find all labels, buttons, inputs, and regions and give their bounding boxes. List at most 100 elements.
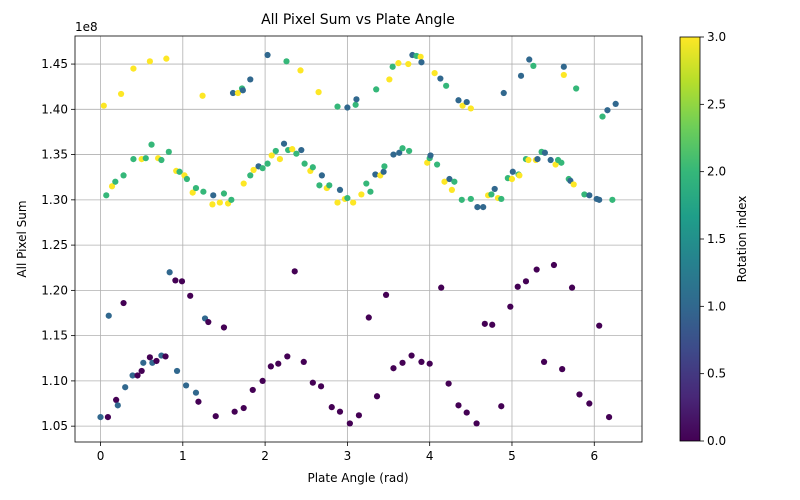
- y-axis: 1.05 1.10 1.15 1.20 1.25 1.30 1.35 1.40 1.45: [41, 57, 75, 433]
- data-point: [559, 366, 566, 373]
- data-point: [424, 159, 431, 166]
- data-point: [358, 191, 365, 198]
- data-points: [97, 51, 619, 427]
- data-point: [216, 199, 223, 206]
- y-tick-label: 1.10: [41, 374, 68, 388]
- y-tick-label: 1.15: [41, 329, 68, 343]
- data-point: [178, 278, 186, 285]
- x-axis: 0 1 2 3 4 5 6: [97, 442, 598, 463]
- data-point: [105, 312, 112, 319]
- data-point: [280, 140, 288, 147]
- data-point: [560, 63, 567, 70]
- chart-title: All Pixel Sum vs Plate Angle: [261, 12, 455, 28]
- y-tick-label: 1.35: [41, 148, 68, 162]
- data-point: [162, 353, 169, 360]
- data-point: [373, 393, 381, 400]
- data-point: [381, 163, 388, 170]
- data-point: [599, 113, 606, 120]
- data-point: [443, 82, 450, 89]
- data-point: [130, 65, 137, 72]
- data-point: [455, 402, 462, 409]
- data-point: [209, 201, 216, 208]
- y-tick-label: 1.45: [41, 57, 68, 71]
- data-point: [317, 383, 325, 390]
- data-point: [550, 261, 558, 269]
- colorbar-tick-label: 0.0: [707, 434, 726, 448]
- data-point: [200, 188, 207, 195]
- colorbar: [679, 36, 701, 442]
- data-point: [517, 72, 525, 79]
- data-point: [108, 183, 116, 190]
- y-offset-label: 1e8: [75, 20, 98, 34]
- data-point: [446, 175, 453, 183]
- data-point: [507, 303, 514, 310]
- data-point: [284, 353, 291, 360]
- data-point: [445, 380, 452, 387]
- data-point: [373, 86, 380, 93]
- data-point: [268, 152, 275, 159]
- data-point: [576, 391, 583, 398]
- y-tick-label: 1.30: [41, 193, 68, 207]
- data-point: [300, 358, 307, 365]
- data-point: [272, 147, 279, 155]
- data-point: [570, 181, 577, 188]
- y-tick-label: 1.05: [41, 419, 68, 433]
- data-point: [336, 408, 344, 415]
- data-point: [355, 412, 363, 419]
- data-point: [148, 141, 155, 148]
- plot-frame: [74, 35, 643, 443]
- data-point: [250, 166, 257, 174]
- colorbar-tick-label: 1.0: [707, 299, 726, 313]
- data-point: [240, 180, 247, 187]
- data-point: [315, 89, 322, 96]
- data-point: [117, 90, 125, 98]
- data-point: [609, 196, 616, 203]
- data-point: [334, 103, 341, 110]
- data-point: [309, 164, 316, 171]
- data-point: [100, 102, 107, 109]
- data-point: [146, 354, 153, 361]
- data-point: [291, 268, 298, 275]
- data-point: [418, 358, 425, 365]
- data-point: [264, 51, 271, 59]
- data-point: [467, 195, 474, 203]
- data-point: [259, 165, 266, 172]
- data-point: [205, 318, 212, 326]
- data-point: [176, 168, 183, 175]
- data-point: [386, 76, 393, 83]
- data-point: [309, 379, 316, 386]
- data-point: [276, 156, 284, 163]
- data-point: [467, 105, 474, 112]
- data-point: [408, 352, 415, 359]
- data-point: [231, 408, 238, 415]
- data-point: [264, 160, 271, 167]
- data-point: [326, 182, 333, 189]
- data-point: [605, 414, 613, 421]
- data-point: [473, 420, 480, 427]
- data-point: [146, 58, 153, 65]
- data-point: [350, 199, 357, 206]
- data-point: [552, 161, 559, 168]
- data-point: [316, 182, 323, 189]
- x-tick-label: 6: [590, 449, 598, 463]
- data-point: [130, 156, 137, 163]
- x-tick-label: 1: [179, 449, 187, 463]
- data-point: [104, 414, 112, 421]
- data-point: [220, 190, 228, 197]
- data-point: [353, 96, 360, 103]
- data-point: [240, 404, 247, 412]
- data-point: [220, 324, 228, 331]
- data-point: [328, 404, 335, 411]
- data-point: [596, 322, 603, 329]
- data-point: [120, 172, 127, 179]
- data-point: [438, 284, 445, 291]
- data-point: [612, 100, 619, 107]
- x-axis-title: Plate Angle (rad): [307, 471, 408, 485]
- data-point: [463, 98, 470, 106]
- data-point: [390, 365, 397, 372]
- data-point: [586, 400, 593, 407]
- data-point: [437, 75, 444, 82]
- data-point: [547, 156, 554, 164]
- data-point: [199, 92, 206, 99]
- data-point: [508, 175, 516, 183]
